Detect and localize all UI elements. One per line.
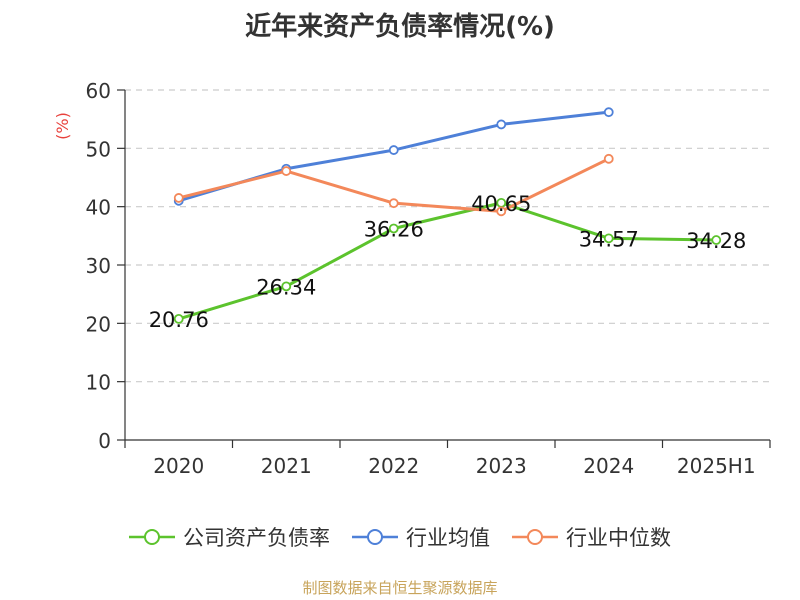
data-labels: 20.76 26.34 36.26 40.65 34.57 34.28 [149,192,747,332]
x-tick-label: 2020 [153,454,204,478]
legend-line-icon [512,529,558,545]
data-point [173,313,184,324]
legend-item-industry-median[interactable]: 行业中位数 [512,522,671,552]
legend-item-company[interactable]: 公司资产负债率 [129,522,330,552]
legend-line-icon [129,529,175,545]
legend-marker [367,529,383,545]
gridlines [125,89,770,383]
source-note: 制图数据来自恒生聚源数据库 [302,579,498,597]
data-point [388,145,399,155]
legend-label: 公司资产负债率 [183,526,330,550]
legend: 公司资产负债率 行业均值 行业中位数 [0,522,800,552]
data-label: 34.57 [579,227,639,251]
x-tick-label: 2023 [476,454,527,478]
y-tick-label: 20 [86,312,111,336]
series-line [178,110,609,203]
legend-item-industry-mean[interactable]: 行业均值 [352,522,490,552]
data-label: 34.28 [686,229,746,253]
data-point [388,198,399,209]
y-tick-label: 60 [86,79,111,103]
data-point [281,166,292,176]
chart-title: 近年来资产负债率情况(%) [245,12,555,42]
data-label: 36.26 [364,217,424,241]
series-lines [173,107,722,324]
data-label: 40.65 [471,192,531,216]
legend-marker [527,529,543,545]
legend-label: 行业均值 [406,526,490,550]
legend-line-icon [352,529,398,545]
legend-label: 行业中位数 [566,526,671,550]
y-tick-label: 40 [86,196,111,220]
data-point [603,233,614,244]
data-point [603,107,614,118]
data-point [496,206,507,217]
x-tick-label: 2025H1 [677,454,756,478]
data-point [388,223,399,234]
x-tick-label: 2021 [261,454,312,478]
data-label: 20.76 [149,308,209,332]
data-point [173,193,184,203]
data-point [603,153,614,164]
series-line [178,201,717,321]
axes: 0 10 20 30 40 50 60 2020 2021 2022 2023 2024 2025H1 (… [53,79,771,478]
x-tick-label: 2024 [583,454,634,478]
y-tick-label: 10 [86,371,111,395]
data-point [496,119,507,130]
data-label: 26.34 [256,275,316,299]
data-point [281,281,292,292]
y-axis-label: (%) [53,112,72,140]
y-tick-label: 0 [98,429,111,453]
data-point [711,235,722,245]
y-tick-label: 30 [86,254,111,278]
x-tick-label: 2022 [368,454,419,478]
legend-marker [144,529,160,545]
y-tick-label: 50 [86,137,111,161]
